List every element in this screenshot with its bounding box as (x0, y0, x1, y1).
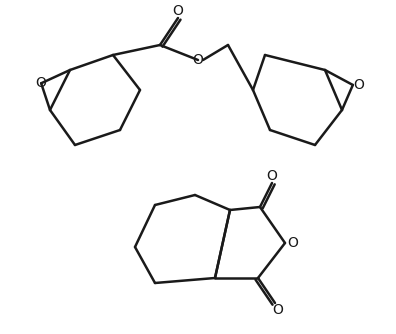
Text: O: O (192, 53, 204, 67)
Text: O: O (272, 303, 284, 317)
Text: O: O (36, 76, 47, 90)
Text: O: O (173, 4, 183, 18)
Text: O: O (287, 236, 299, 250)
Text: O: O (353, 78, 364, 92)
Text: O: O (267, 169, 278, 183)
